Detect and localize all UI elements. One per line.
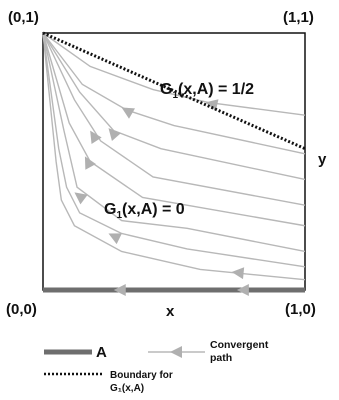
- convergent-paths: [42, 32, 306, 281]
- path-arrow-6: [74, 192, 88, 205]
- x-axis-label: x: [166, 303, 175, 320]
- path-arrow-3: [108, 128, 121, 142]
- corner-bottom-right: (1,0): [285, 301, 316, 318]
- path-arrow-8: [231, 267, 245, 280]
- legend-path-label-1: Convergent: [210, 339, 269, 351]
- convergent-path-6: [42, 32, 306, 253]
- corner-top-right: (1,1): [283, 9, 314, 26]
- path-arrow-7: [108, 233, 122, 245]
- legend-path-arrow: [170, 346, 182, 358]
- path-arrow-4: [90, 130, 102, 145]
- g-zero-label: G1(x,A) = 0: [104, 201, 185, 221]
- legend-boundary-label-2: G₁(x,A): [110, 383, 144, 394]
- bottom-arrow-1: [113, 284, 126, 296]
- legend: A Convergent path Boundary for G₁(x,A): [44, 339, 269, 394]
- y-axis-label: y: [318, 151, 327, 168]
- convergent-path-8: [42, 32, 306, 281]
- corner-top-left: (0,1): [8, 9, 39, 26]
- bottom-arrow-2: [236, 284, 249, 296]
- path-arrow-5: [84, 156, 96, 170]
- path-arrow-2: [121, 107, 135, 119]
- plot-frame: [42, 32, 306, 291]
- legend-path-label-2: path: [210, 352, 232, 364]
- g-half-label: G1(x,A) = 1/2: [160, 81, 254, 101]
- convergent-path-4: [42, 32, 306, 206]
- convergent-path-7: [42, 32, 306, 268]
- convergent-path-1: [42, 32, 306, 116]
- legend-set-a-label: A: [96, 344, 107, 361]
- legend-boundary-label-1: Boundary for: [110, 370, 173, 381]
- corner-bottom-left: (0,0): [6, 301, 37, 318]
- bottom-arrows: [113, 284, 249, 296]
- path-arrow-1: [205, 99, 219, 111]
- convergent-path-3: [42, 32, 306, 181]
